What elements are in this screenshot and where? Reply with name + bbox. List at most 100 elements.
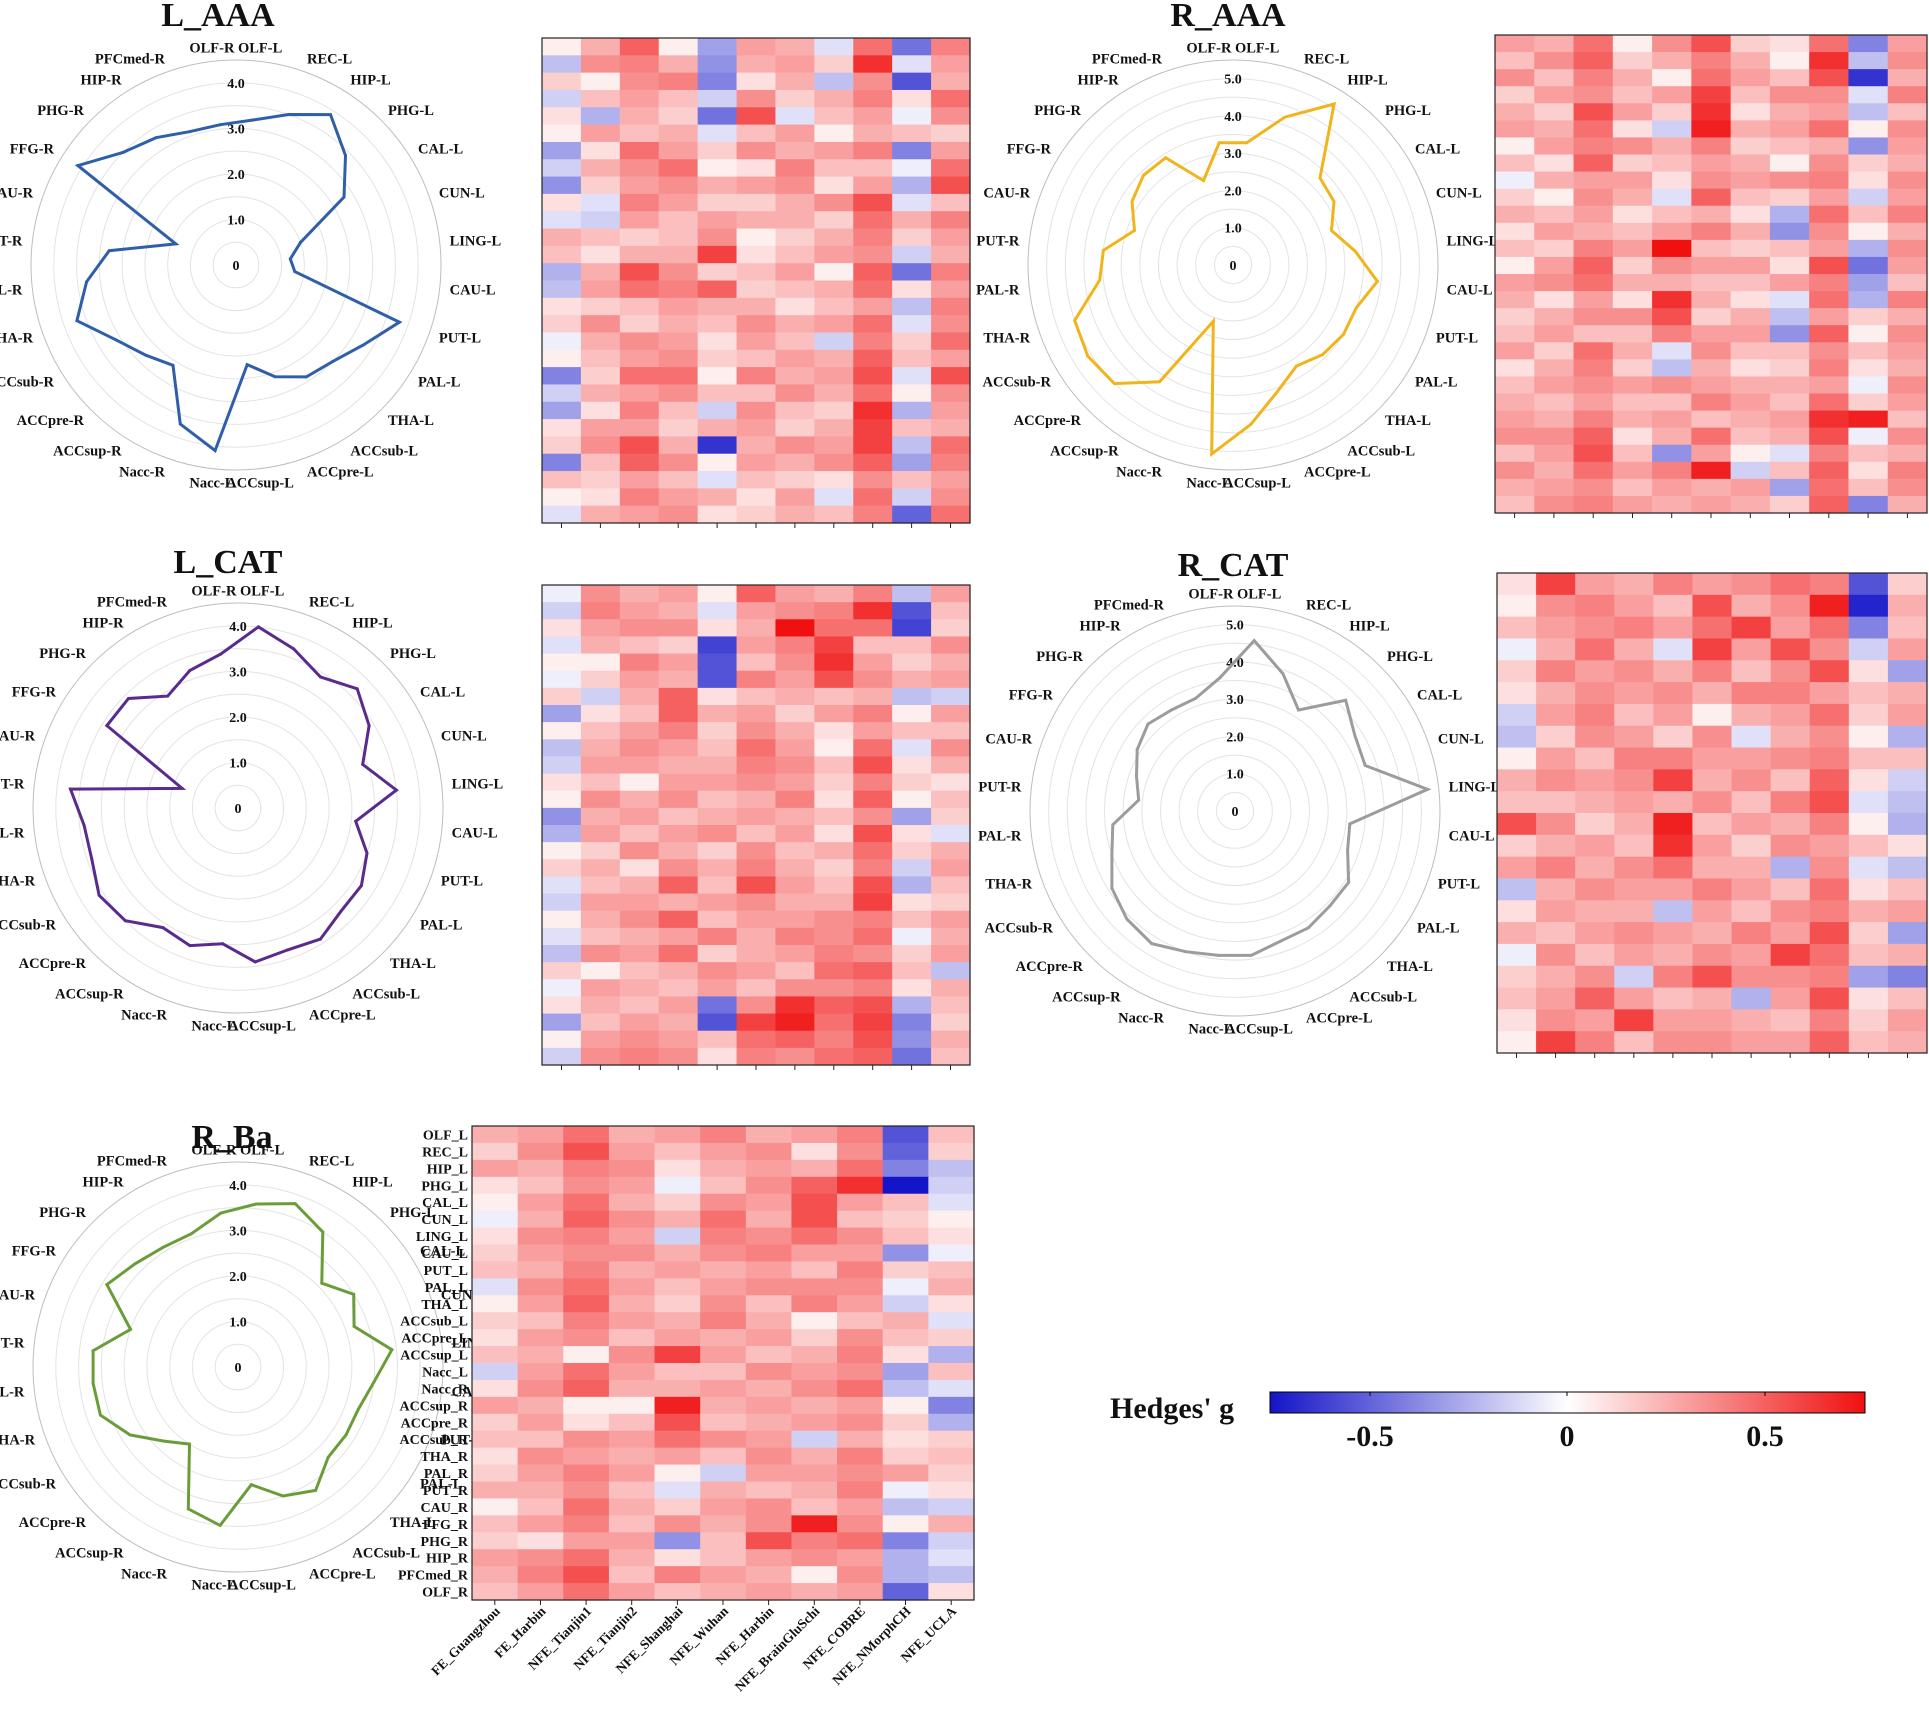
heatmap-cell — [1809, 461, 1850, 480]
heatmap-cell — [1769, 35, 1810, 53]
heatmap-cell — [837, 1413, 884, 1432]
heatmap-cell — [1573, 495, 1614, 514]
heatmap-cell — [697, 332, 738, 351]
radar-axis-label: ACCsub-R — [0, 375, 55, 391]
heatmap-cell — [542, 962, 582, 980]
radar-grid-ring — [53, 82, 419, 448]
heatmap-cell — [814, 315, 854, 334]
heatmap-cell — [658, 876, 699, 895]
heatmap-cell — [517, 1261, 564, 1279]
heatmap-cell — [1848, 256, 1889, 275]
heatmap-cell — [1691, 86, 1732, 104]
heatmap-cell — [1848, 120, 1889, 139]
heatmap-cell — [928, 1532, 975, 1550]
heatmap-cell — [1770, 703, 1811, 727]
heatmap-cell — [658, 384, 699, 403]
heatmap-cell — [1770, 1031, 1811, 1054]
heatmap-cell — [580, 38, 621, 56]
heatmap-cell — [837, 1532, 884, 1550]
heatmap-cell — [1809, 987, 1850, 1010]
heatmap-cell — [931, 55, 971, 74]
heatmap-cell — [658, 211, 699, 230]
heatmap-cell — [700, 1515, 747, 1533]
radar-axis-label: PUT-R — [0, 1336, 25, 1352]
heatmap-cell — [1614, 987, 1654, 1010]
heatmap-cell — [1730, 427, 1771, 446]
heatmap-cell — [837, 1430, 884, 1449]
heatmap-cell — [814, 367, 854, 386]
radar-point-phg-r — [127, 697, 130, 700]
radar-point-rec-l — [1281, 672, 1285, 676]
radar-axis-label: FFG-R — [12, 1244, 57, 1260]
heatmap-cell — [1887, 638, 1928, 661]
radar-axis-label: PAL-R — [0, 826, 25, 842]
heatmap-cell — [1612, 410, 1653, 429]
heatmap-cell — [1612, 205, 1653, 224]
heatmap-cell — [837, 1193, 884, 1212]
radar-point-ffg-r — [1130, 200, 1134, 203]
heatmap-cell — [658, 670, 699, 689]
heatmap-cell — [1495, 274, 1535, 292]
heatmap-cell — [853, 842, 893, 860]
heatmap-row-label: REC_L — [422, 1145, 468, 1160]
heatmap-cell — [608, 1464, 656, 1483]
heatmap-cell — [837, 1363, 884, 1381]
heatmap-cell — [542, 825, 582, 843]
heatmap-cell — [1612, 103, 1653, 121]
radar-point-olf-r — [219, 1211, 223, 1215]
radar-axis-label: THA-L — [388, 413, 434, 429]
heatmap-cell — [1730, 393, 1771, 412]
heatmap-cell — [1652, 205, 1692, 224]
heatmap-cell — [1575, 703, 1615, 727]
radar-axis-label: REC-L — [1306, 597, 1351, 613]
heatmap-cell — [931, 471, 971, 489]
heatmap-cell — [892, 825, 932, 843]
heatmap-cell — [619, 453, 660, 472]
heatmap-cell — [697, 55, 738, 74]
heatmap-cell — [1575, 856, 1615, 880]
heatmap-cell — [775, 722, 815, 740]
radar-axis-label: CAU-L — [1447, 283, 1493, 299]
heatmap-cell — [1497, 834, 1537, 858]
heatmap-cell — [745, 1210, 793, 1229]
heatmap-cell — [619, 859, 660, 878]
heatmap-cell — [1848, 188, 1889, 207]
heatmap-cell — [745, 1583, 793, 1601]
heatmap-cell — [791, 1379, 838, 1398]
heatmap-cell — [928, 1515, 975, 1533]
heatmap-cell — [542, 739, 582, 758]
radar-grid-ring — [55, 1184, 421, 1550]
radar-axis-label: LING-L — [452, 777, 504, 793]
heatmap-cell — [931, 773, 971, 792]
heatmap-cell — [542, 401, 582, 420]
radar-grid-ring — [214, 1343, 262, 1391]
heatmap-cell — [1848, 987, 1889, 1010]
heatmap-cell — [542, 790, 582, 809]
radar-axis-label: CAL-L — [1415, 142, 1460, 158]
radar-point-pal-r — [82, 823, 86, 827]
heatmap-cell — [1653, 638, 1694, 661]
heatmap-cell — [1534, 86, 1575, 104]
heatmap-cell — [472, 1498, 519, 1516]
radar-axis-label: PAL-L — [1417, 921, 1460, 937]
heatmap-cell — [882, 1329, 929, 1347]
heatmap-cell — [892, 367, 932, 386]
heatmap-cell — [1573, 444, 1614, 463]
heatmap-cell — [542, 636, 582, 655]
heatmap-cell — [1497, 878, 1537, 901]
heatmap-cell — [1612, 86, 1653, 104]
heatmap-cell — [700, 1159, 747, 1178]
radar-grid-ring — [214, 784, 262, 832]
heatmap-cell — [1731, 703, 1772, 727]
heatmap-cell — [472, 1413, 519, 1432]
heatmap-cell — [1497, 813, 1537, 836]
heatmap-cell — [1691, 410, 1732, 429]
heatmap-cell — [580, 1030, 621, 1049]
heatmap-cell — [775, 790, 815, 809]
heatmap-cell — [853, 585, 893, 603]
heatmap-cell — [1887, 900, 1928, 923]
heatmap-cell — [1534, 120, 1575, 139]
heatmap-cell — [892, 807, 932, 826]
radar-grid-ring — [123, 1252, 353, 1482]
heatmap-cell — [654, 1244, 701, 1263]
